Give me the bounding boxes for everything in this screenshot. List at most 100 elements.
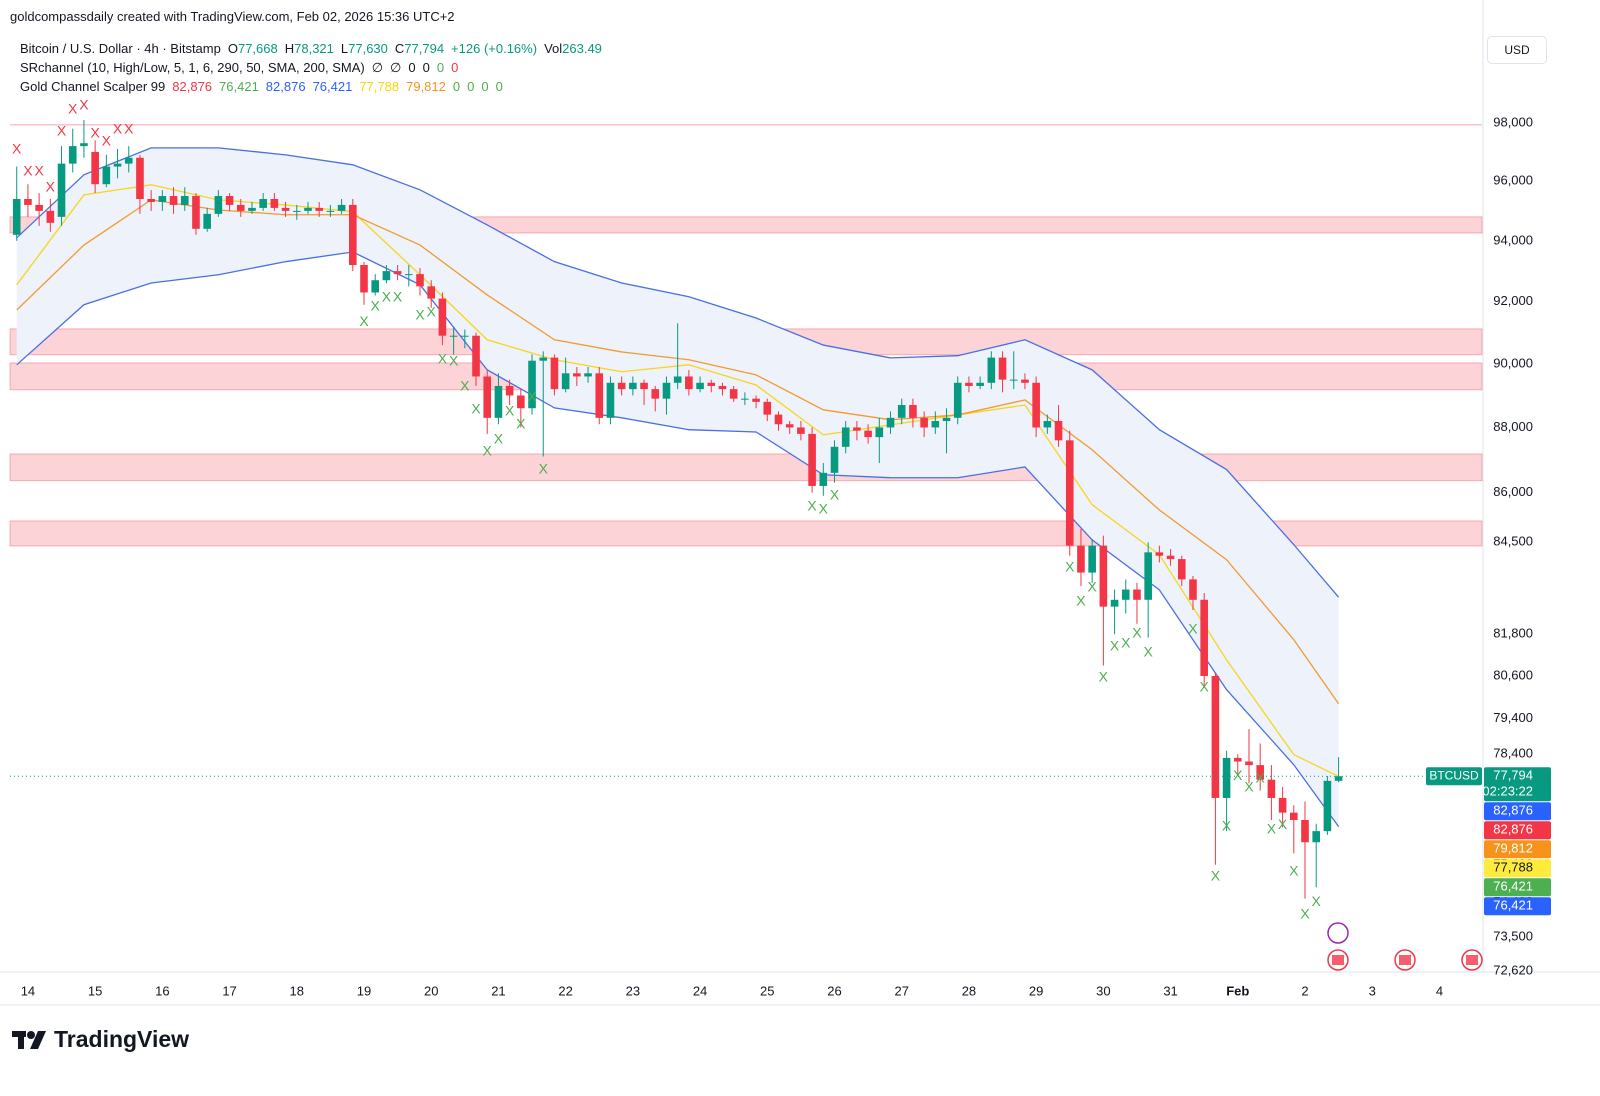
legend-item: O77,668 — [228, 41, 278, 56]
candle-body — [673, 376, 682, 383]
candle-body — [763, 401, 772, 415]
candle-body — [1121, 589, 1130, 600]
candle-body — [449, 335, 458, 337]
y-tick-label: 79,400 — [1493, 710, 1533, 725]
buy-marker: X — [1256, 769, 1266, 785]
legend-item: 0 — [496, 79, 503, 94]
legend-value: 0 — [422, 60, 430, 75]
candle-body — [360, 265, 368, 293]
price-label-box — [1484, 802, 1551, 821]
candle-body — [942, 417, 951, 422]
legend-item: L77,630 — [341, 41, 388, 56]
candle-body — [584, 373, 592, 377]
currency-button[interactable]: USD — [1487, 36, 1547, 64]
candle-body — [371, 280, 379, 293]
x-tick-label: 28 — [962, 983, 976, 998]
x-tick-label: 18 — [290, 983, 304, 998]
candle-body — [1267, 779, 1276, 798]
legend-value: ∅ — [371, 60, 384, 75]
buy-marker: X — [1065, 559, 1075, 575]
y-tick-label: 73,500 — [1493, 928, 1533, 943]
legend-value: 79,812 — [406, 79, 446, 94]
candle-body — [1099, 545, 1108, 607]
candle-body — [886, 417, 895, 428]
candle-body — [841, 427, 850, 447]
candle-body — [203, 213, 211, 229]
candle-body — [315, 207, 323, 211]
buy-marker: X — [1244, 778, 1254, 794]
candle-body — [416, 274, 424, 287]
header: goldcompassdaily created with TradingVie… — [10, 9, 455, 24]
x-tick-label: 31 — [1163, 983, 1177, 998]
candle-body — [427, 286, 436, 299]
x-tick-label: 14 — [21, 983, 35, 998]
price-label: 82,876 — [1493, 803, 1533, 818]
sell-marker: X — [46, 179, 56, 195]
sr-zone — [9, 453, 1483, 482]
legend-value: 82,876 — [172, 79, 213, 94]
candle-body — [102, 166, 111, 185]
legend-value: 78,321 — [294, 41, 334, 56]
buy-marker: X — [1211, 867, 1221, 883]
candle-body — [539, 357, 548, 361]
candle-body — [1032, 382, 1040, 428]
y-tick-label: 78,400 — [1493, 746, 1533, 761]
price-label-box — [1484, 767, 1551, 802]
candle-body — [640, 382, 648, 390]
legend-key: H — [284, 41, 295, 56]
candle-body — [1077, 545, 1085, 573]
sell-marker: X — [102, 132, 112, 148]
candle-body — [214, 196, 223, 214]
candle-body — [158, 196, 167, 202]
x-tick-label: 24 — [693, 983, 707, 998]
candle-body — [1222, 757, 1231, 798]
legend-item: +126 (+0.16%) — [451, 41, 537, 56]
candle-body — [875, 427, 884, 438]
legend-row: Bitcoin / U.S. Dollar · 4h · Bitstamp O77… — [20, 39, 609, 58]
candle-body — [573, 373, 581, 377]
legend-item: 76,421 — [313, 79, 353, 94]
price-label: 79,812 — [1493, 841, 1533, 856]
buy-marker: X — [1278, 816, 1288, 832]
buy-marker: X — [371, 298, 381, 314]
legend-key: O — [227, 41, 238, 56]
lightning-icon — [1327, 922, 1349, 944]
candle-body — [1009, 379, 1018, 381]
legend-value: Bitcoin / U.S. Dollar · 4h · Bitstamp — [20, 41, 221, 56]
y-tick-label: 84,500 — [1493, 534, 1533, 549]
candle-body — [225, 196, 234, 205]
legend-item: H78,321 — [285, 41, 334, 56]
y-tick-label: 92,000 — [1493, 293, 1533, 308]
candle-body — [808, 433, 816, 486]
legend-item: 0 — [481, 79, 488, 94]
legend-item: Vol263.49 — [544, 41, 602, 56]
candle-body — [1211, 675, 1220, 798]
candle-body — [707, 382, 716, 386]
buy-marker: X — [1132, 625, 1142, 641]
y-tick-label: 86,000 — [1493, 484, 1533, 499]
event-flag — [1332, 955, 1344, 965]
legend-item: ∅ — [390, 60, 401, 75]
buy-marker: X — [427, 303, 437, 319]
candle-body — [91, 151, 99, 185]
candle-body — [494, 385, 503, 418]
buy-marker: X — [438, 350, 448, 366]
candle-body — [1233, 757, 1242, 762]
candle-body — [561, 373, 570, 390]
buy-marker: X — [1143, 644, 1153, 660]
candle-body — [270, 198, 279, 208]
event-flag — [1466, 955, 1478, 965]
candle-body — [236, 204, 245, 211]
candle-body — [483, 376, 492, 418]
sell-marker: X — [113, 121, 123, 137]
candle-body — [517, 395, 525, 409]
buy-marker: X — [527, 388, 537, 404]
legend-item: 82,876 — [172, 79, 212, 94]
candle-body — [1312, 831, 1321, 843]
legend-value: 76,421 — [312, 79, 353, 94]
candle-body — [718, 385, 727, 390]
candle-body — [819, 472, 828, 486]
price-label-box — [1484, 897, 1551, 916]
candle-body — [147, 198, 155, 202]
